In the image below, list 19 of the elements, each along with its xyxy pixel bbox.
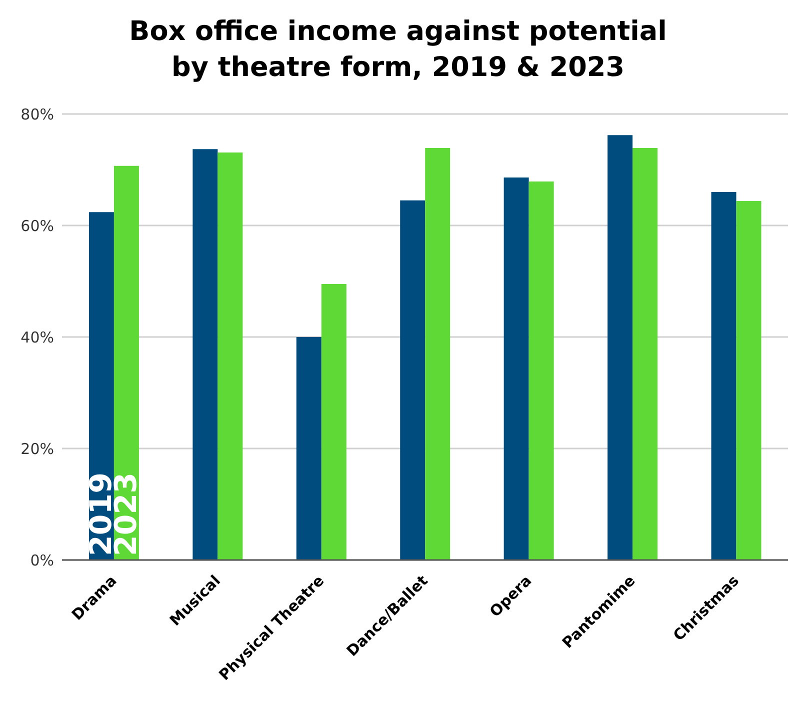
bar: [218, 152, 243, 560]
bar: [296, 337, 322, 560]
bar: [608, 135, 633, 560]
chart-title: Box office income against potential by theatre form, 2019 & 2023: [128, 15, 668, 85]
bar: [504, 178, 529, 560]
y-tick-label: 80%: [20, 105, 54, 124]
bar: [321, 284, 346, 560]
bar: [400, 200, 426, 560]
bar: [114, 166, 139, 560]
y-tick-label: 20%: [20, 440, 54, 458]
y-tick-label: 40%: [20, 328, 54, 346]
bar: [736, 200, 762, 560]
bar: [425, 148, 450, 560]
y-tick-label: 60%: [20, 216, 54, 235]
bar: [632, 148, 658, 560]
bar: [528, 181, 554, 560]
bar: [711, 192, 736, 560]
y-tick-label: 0%: [30, 551, 54, 570]
bar: [192, 149, 218, 560]
